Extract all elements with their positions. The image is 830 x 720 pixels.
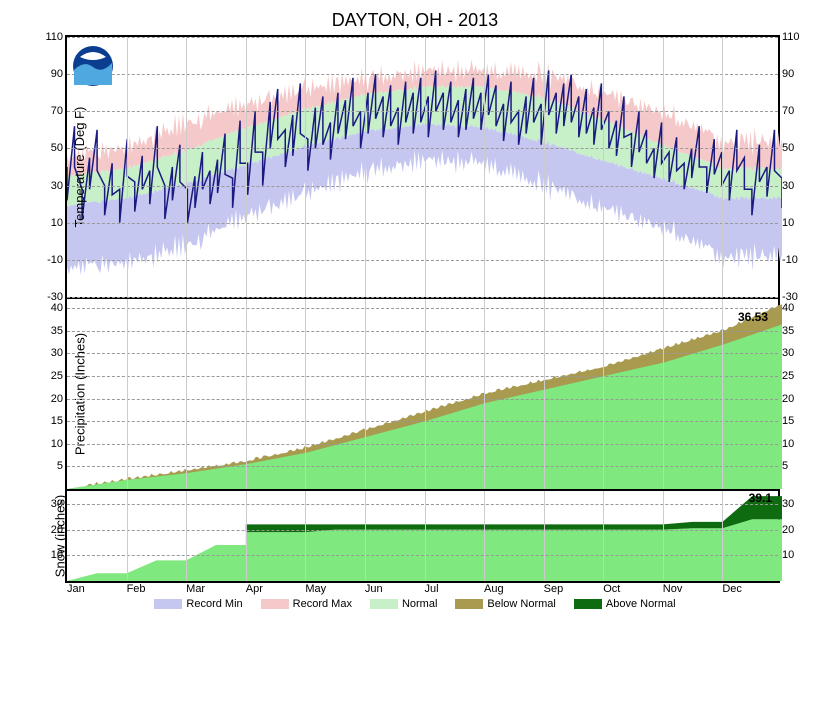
month-tick: Jun	[363, 583, 423, 595]
month-tick: Aug	[482, 583, 542, 595]
ytick: 30	[782, 347, 808, 359]
ytick: -10	[39, 254, 63, 266]
legend-item: Record Max	[261, 598, 352, 610]
ytick: 110	[782, 31, 808, 43]
ytick: 20	[39, 524, 63, 536]
legend-item: Normal	[370, 598, 437, 610]
ytick: -10	[782, 254, 808, 266]
ytick: 25	[782, 370, 808, 382]
ytick: 30	[782, 180, 808, 192]
ytick: 25	[39, 370, 63, 382]
ytick: 10	[39, 549, 63, 561]
ytick: 20	[39, 393, 63, 405]
chart-legend: Record Min Record Max Normal Below Normal Ab…	[10, 598, 820, 610]
ytick: 35	[782, 325, 808, 337]
month-tick: Mar	[184, 583, 244, 595]
ytick: 15	[782, 415, 808, 427]
ytick: 15	[39, 415, 63, 427]
ytick: 90	[782, 68, 808, 80]
temp-ylabel: Temperature (Deg F)	[72, 107, 87, 228]
ytick: 35	[39, 325, 63, 337]
legend-swatch	[455, 599, 483, 609]
ytick: 70	[782, 105, 808, 117]
ytick: 30	[782, 498, 808, 510]
month-tick: Apr	[244, 583, 304, 595]
snow-panel: Snow (inches) 39.1 101020203030	[65, 491, 780, 583]
noaa-logo	[72, 45, 114, 87]
legend-swatch	[370, 599, 398, 609]
legend-swatch	[261, 599, 289, 609]
legend-label: Below Normal	[487, 598, 555, 610]
ytick: 10	[39, 438, 63, 450]
legend-label: Normal	[402, 598, 437, 610]
temperature-panel: Temperature (Deg F) -30-30-10-1010103030…	[65, 35, 780, 299]
ytick: 20	[782, 393, 808, 405]
month-tick: Oct	[601, 583, 661, 595]
ytick: 10	[782, 549, 808, 561]
legend-swatch	[574, 599, 602, 609]
ytick: 10	[782, 438, 808, 450]
month-tick: Jan	[65, 583, 125, 595]
legend-swatch	[154, 599, 182, 609]
month-axis: JanFebMarAprMayJunJulAugSepOctNovDec	[65, 583, 780, 595]
ytick: 70	[39, 105, 63, 117]
month-tick: Nov	[661, 583, 721, 595]
legend-item: Below Normal	[455, 598, 555, 610]
legend-item: Above Normal	[574, 598, 676, 610]
legend-item: Record Min	[154, 598, 242, 610]
ytick: 30	[39, 180, 63, 192]
precip-ylabel: Precipitation (Inches)	[73, 333, 88, 455]
ytick: 90	[39, 68, 63, 80]
chart-title: DAYTON, OH - 2013	[10, 10, 820, 31]
legend-label: Above Normal	[606, 598, 676, 610]
month-tick: May	[303, 583, 363, 595]
precip-annotation: 36.53	[738, 310, 768, 324]
month-tick: Sep	[542, 583, 602, 595]
ytick: 5	[782, 460, 808, 472]
ytick: 10	[782, 217, 808, 229]
month-tick: Feb	[125, 583, 185, 595]
legend-label: Record Max	[293, 598, 352, 610]
climate-chart: DAYTON, OH - 2013 Temperature (Deg F) -3…	[10, 10, 820, 610]
ytick: 50	[782, 142, 808, 154]
ytick: 20	[782, 524, 808, 536]
month-tick: Jul	[422, 583, 482, 595]
ytick: 50	[39, 142, 63, 154]
ytick: 110	[39, 31, 63, 43]
legend-label: Record Min	[186, 598, 242, 610]
ytick: 40	[39, 302, 63, 314]
ytick: 30	[39, 347, 63, 359]
ytick: 40	[782, 302, 808, 314]
ytick: 10	[39, 217, 63, 229]
precip-panel: Precipitation (Inches) 36.53 55101015152…	[65, 299, 780, 491]
month-tick: Dec	[720, 583, 780, 595]
ytick: 5	[39, 460, 63, 472]
ytick: 30	[39, 498, 63, 510]
